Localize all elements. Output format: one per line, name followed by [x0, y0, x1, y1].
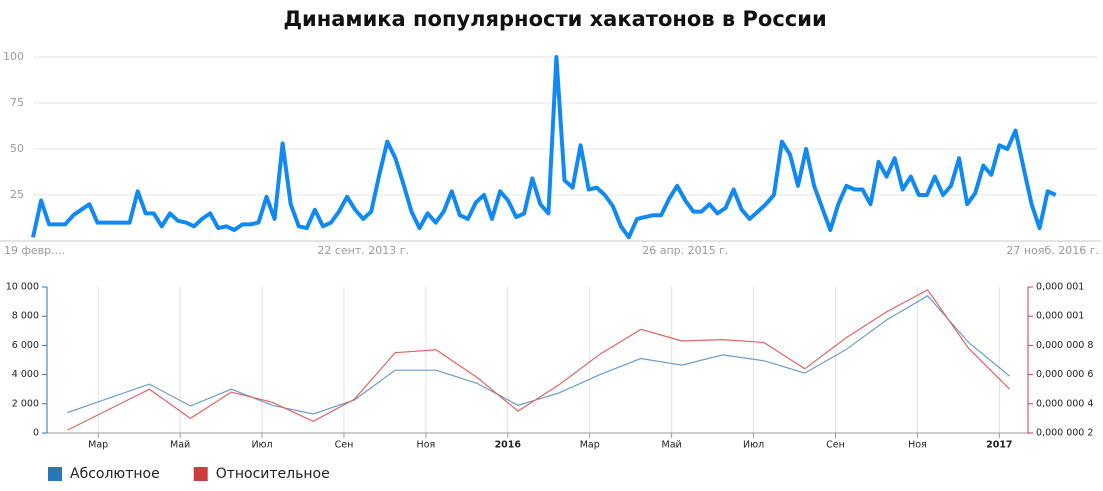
x-tick-label: Мар [580, 440, 600, 451]
x-tick-label: Сен [335, 440, 354, 451]
y-tick-label: 50 [10, 142, 24, 155]
series-line [67, 295, 1010, 415]
y2-tick-label: 0,000 001 [1036, 311, 1084, 322]
x-tick-label: Июл [743, 440, 764, 451]
y2-tick-label: 0,000 001 [1036, 282, 1084, 293]
x-tick-label: 19 февр.... [4, 244, 65, 257]
x-tick-label: 26 апр. 2015 г. [642, 244, 728, 257]
x-tick-label: Май [170, 440, 190, 451]
x-tick-label: Ноя [417, 440, 436, 451]
y2-tick-label: 0,000 000 6 [1036, 369, 1093, 380]
legend-swatch [193, 467, 208, 481]
x-tick-label: Июл [251, 440, 272, 451]
y-tick-label: 0 [33, 428, 39, 439]
trend-line [31, 55, 1057, 240]
x-tick-label: 27 нояб. 2016 г. [1006, 244, 1099, 257]
y-tick-label: 100 [3, 50, 24, 63]
y-tick-label: 4 000 [12, 369, 39, 380]
y2-tick-label: 0,000 000 2 [1036, 428, 1093, 439]
x-tick-label: 2016 [495, 440, 522, 451]
y-tick-label: 8 000 [12, 311, 39, 322]
legend-swatch [48, 467, 62, 481]
x-tick-label: 2017 [986, 440, 1012, 451]
legend-label: Абсолютное [70, 466, 160, 482]
series-line [67, 289, 1011, 431]
x-tick-label: Ноя [908, 440, 927, 451]
y2-tick-label: 0,000 000 4 [1036, 398, 1093, 409]
y-tick-label: 10 000 [6, 282, 39, 293]
y-tick-label: 2 000 [12, 398, 39, 409]
x-tick-label: Май [662, 440, 682, 451]
y-tick-label: 6 000 [12, 340, 39, 351]
y2-tick-label: 0,000 000 8 [1036, 340, 1093, 351]
y-tick-label: 75 [10, 96, 24, 109]
y-tick-label: 25 [10, 188, 24, 201]
chart-title: Динамика популярности хакатонов в России [283, 7, 826, 31]
legend-label: Относительное [216, 466, 330, 482]
x-tick-label: Сен [826, 440, 845, 451]
x-tick-label: 22 сент. 2013 г. [317, 244, 409, 257]
x-tick-label: Мар [88, 440, 108, 451]
